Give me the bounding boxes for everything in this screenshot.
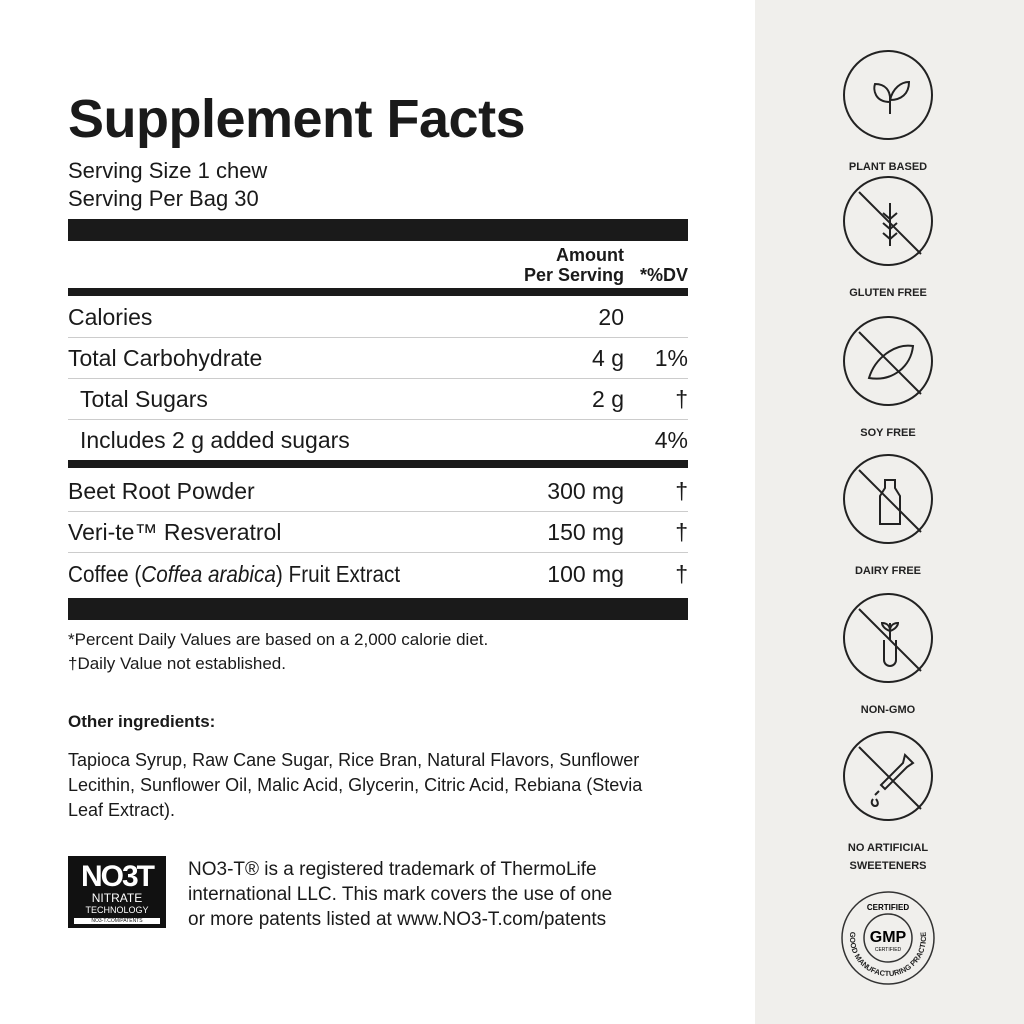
gluten-free-badge: GLUTEN FREE <box>842 176 934 302</box>
other-ingredients-label: Other ingredients: <box>68 712 216 731</box>
gmp-top-text: CERTIFIED <box>867 903 909 912</box>
table-row: Includes 2 g added sugars 4% <box>80 427 688 453</box>
page-title: Supplement Facts <box>68 89 526 149</box>
servings-per-bag: Serving Per Bag 30 <box>68 186 259 211</box>
soy-free-badge: SOY FREE <box>842 316 934 442</box>
serving-size: Serving Size 1 chew <box>68 158 268 183</box>
table-row: Total Sugars 2 g † <box>68 379 688 420</box>
no-artificial-sweeteners-badge: NO ARTIFICIAL SWEETENERS <box>842 731 934 875</box>
dropper-icon <box>858 746 922 810</box>
table-row: Calories 20 <box>68 297 688 338</box>
gmp-center-text: GMP <box>870 929 907 946</box>
dv-header: *%DV <box>639 265 688 285</box>
divider-thick <box>68 219 688 241</box>
non-gmo-badge: NON-GMO <box>842 593 934 719</box>
soybean-icon <box>858 331 922 395</box>
trademark-notice: NO3-T® is a registered trademark of Ther… <box>188 859 613 930</box>
gmp-certified-seal: GMP CERTIFIED CERTIFIED GOOD MANUFACTURI… <box>840 890 936 986</box>
divider <box>68 288 688 296</box>
dairy-free-badge: DAIRY FREE <box>842 454 934 580</box>
plant-based-badge: PLANT BASED <box>842 50 934 176</box>
leaf-icon <box>873 80 911 114</box>
table-row: Coffee (Coffea arabica) Fruit Extract 100… <box>68 561 688 587</box>
wheat-icon <box>858 191 922 255</box>
milk-bottle-icon <box>858 469 922 533</box>
amount-header: Amount Per Serving <box>523 245 624 285</box>
divider <box>68 460 688 468</box>
gmp-sub-text: CERTIFIED <box>875 947 902 953</box>
footnote: *Percent Daily Values are based on a 2,0… <box>68 630 489 649</box>
table-row: Veri-te™ Resveratrol 150 mg † <box>68 512 688 553</box>
divider-thick <box>68 598 688 620</box>
no3t-logo: NO3T NITRATE TECHNOLOGY NO3-T.COM/PATENTS <box>68 856 166 928</box>
footnote: †Daily Value not established. <box>68 654 286 673</box>
other-ingredients: Tapioca Syrup, Raw Cane Sugar, Rice Bran… <box>68 750 643 820</box>
table-row: Total Carbohydrate 4 g 1% <box>68 338 688 379</box>
table-row: Beet Root Powder 300 mg † <box>68 471 688 512</box>
test-tube-plant-icon <box>858 608 922 672</box>
